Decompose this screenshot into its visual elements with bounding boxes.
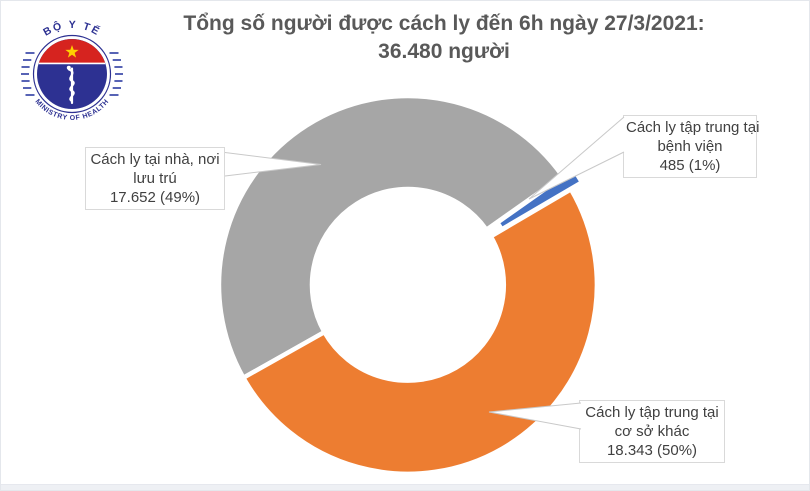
- logo-ring: [32, 34, 112, 114]
- leader-wedge-fill-hospital: [529, 117, 624, 199]
- asclepius-staff-icon: [66, 65, 75, 104]
- moh-logo: BỘ Y TẾ MINISTRY OF HEALTH: [21, 19, 123, 122]
- bottom-strip: [1, 484, 809, 490]
- leader-wedge-fill-home: [225, 152, 321, 176]
- chart-title: Tổng số người được cách ly đến 6h ngày 2…: [81, 10, 807, 66]
- callout-box-home: Cách ly tại nhà, nơi lưu trú 17.652 (49%…: [85, 147, 225, 210]
- callout-other-line1: Cách ly tập trung tại: [585, 404, 719, 421]
- callout-home-value: 17.652 (49%): [109, 189, 201, 206]
- leader-wedge-edges-hospital: [528, 116, 625, 200]
- callout-box-other: Cách ly tập trung tại cơ sở khác 18.343 …: [579, 400, 725, 463]
- callout-home-line1: Cách ly tại nhà, nơi: [90, 151, 220, 168]
- star-icon: [65, 45, 79, 58]
- callout-other-value: 18.343 (50%): [606, 442, 698, 459]
- chart-title-line1: Tổng số người được cách ly đến 6h ngày 2…: [183, 12, 705, 35]
- leader-wedge-edges-other: [488, 402, 582, 430]
- logo-side-stripes-icon: [21, 52, 123, 96]
- callout-hospital-value: 485 (1%): [659, 157, 721, 174]
- doughnut-slice-hospital: [494, 165, 585, 233]
- callout-other-line2: cơ sở khác: [614, 423, 690, 440]
- leader-wedge-fill-other: [489, 403, 581, 429]
- callout-hospital-line2: bệnh viện: [657, 138, 723, 155]
- callout-box-hospital: Cách ly tập trung tại bệnh viện 485 (1%): [623, 115, 760, 178]
- chart-title-line2: 36.480 người: [378, 40, 510, 63]
- callout-hospital-line1: Cách ly tập trung tại: [626, 119, 760, 136]
- doughnut-slice-other: [240, 186, 600, 477]
- leader-wedge-edges-home: [224, 152, 322, 177]
- doughnut-slice-home: [216, 93, 566, 381]
- callout-home-line2: lưu trú: [133, 170, 177, 187]
